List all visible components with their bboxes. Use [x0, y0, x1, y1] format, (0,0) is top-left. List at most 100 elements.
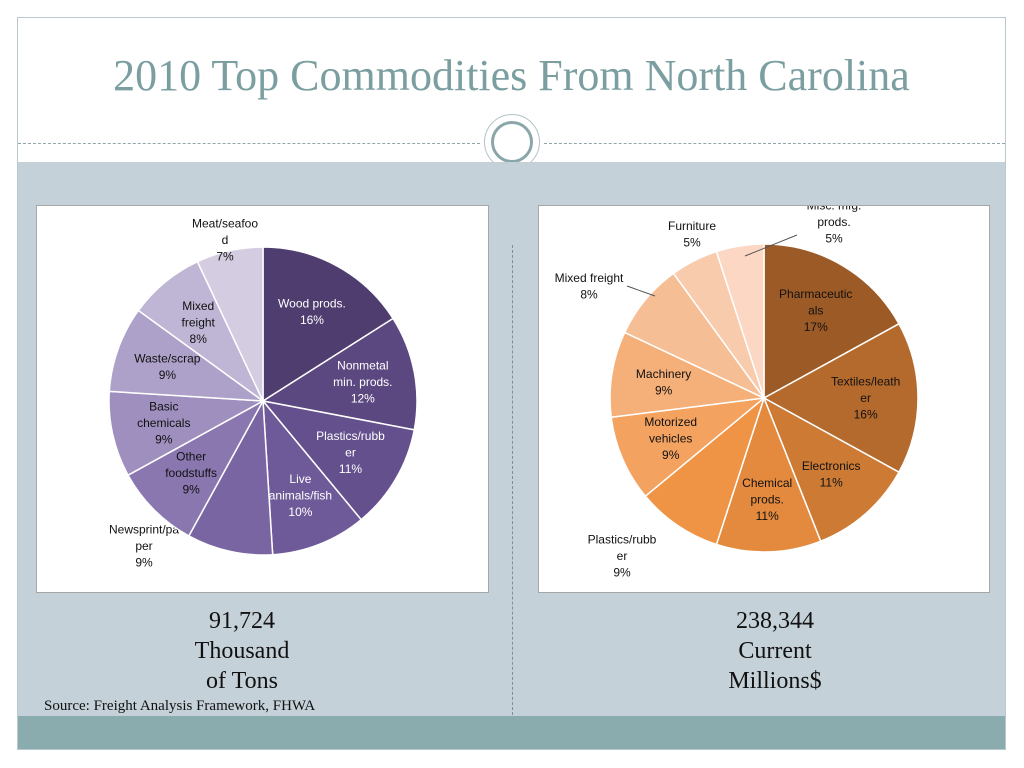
pie-label-line: Wood prods.	[278, 297, 346, 311]
pie-label-line: 5%	[683, 235, 701, 249]
tons-pie-chart-panel: Wood prods. 16% Nonmetal min. prods. 12% Plas…	[36, 205, 489, 593]
pie-label-line: Motorized	[644, 415, 697, 429]
title-rule-left	[18, 143, 480, 144]
value-pie-chart: Pharmaceutic als 17% Textiles/leath er 16% Ele…	[555, 206, 919, 580]
pie-label-8: Mixed freight 8%	[182, 299, 216, 346]
pie-label-line: Misc. mfg.	[807, 206, 862, 213]
pie-label-0: Pharmaceutic als 17%	[779, 287, 852, 334]
pie-slice-6	[108, 390, 266, 477]
pie-label-line: Plastics/rubb	[316, 429, 385, 443]
source-note: Source: Freight Analysis Framework, FHWA	[44, 698, 316, 714]
pie-label-line: 7%	[216, 250, 234, 264]
pie-label-2: Electronics 11%	[802, 459, 861, 490]
pie-label-0: Wood prods. 16%	[278, 297, 346, 328]
pie-slice-1	[762, 322, 919, 474]
circle-ornament-icon	[484, 114, 540, 170]
pie-slice-0	[262, 246, 395, 403]
pie-label-line: prods.	[817, 215, 850, 229]
title-rule-right	[544, 143, 1005, 144]
tons-total-value: 91,724	[209, 608, 275, 634]
pie-label-line: er	[860, 391, 871, 405]
column-divider	[512, 245, 513, 715]
pie-label-line: min. prods.	[333, 375, 392, 389]
pie-label-line: 11%	[820, 475, 843, 489]
pie-label-8: Furniture 5%	[668, 219, 716, 250]
value-total-unit-line2: Millions$	[728, 668, 822, 694]
pie-slice-9	[715, 243, 765, 399]
pie-label-line: Meat/seafoo	[192, 217, 258, 231]
tons-total: 91,724 Thousand of Tons	[142, 606, 342, 696]
pie-label-4: Plastics/rubb er 9%	[588, 533, 657, 580]
pie-label-6: Basic chemicals 9%	[137, 400, 190, 447]
value-total-unit-line1: Current	[738, 638, 812, 664]
pie-label-line: 9%	[655, 383, 673, 397]
pie-label-line: 9%	[182, 482, 200, 496]
pie-label-line: d	[222, 233, 229, 247]
pie-label-line: er	[617, 549, 628, 563]
pie-label-line: 9%	[159, 368, 177, 382]
pie-label-line: Live	[289, 472, 311, 486]
pie-label-line: Basic	[149, 400, 178, 414]
pie-slice-5	[610, 396, 767, 498]
pie-label-line: 9%	[155, 433, 173, 447]
pie-label-line: Furniture	[668, 219, 716, 233]
pie-label-line: foodstuffs	[165, 466, 217, 480]
pie-label-line: Other	[176, 449, 206, 463]
pie-slice-4	[187, 398, 274, 556]
pie-label-line: animals/fish	[269, 489, 332, 503]
pie-label-line: 16%	[854, 408, 878, 422]
pie-label-5: Motorized vehicles 9%	[644, 415, 697, 462]
pie-label-line: 11%	[756, 509, 779, 523]
pie-label-line: Chemical	[742, 476, 792, 490]
footer-band	[18, 716, 1005, 749]
pie-label-7: Mixed freight 8%	[555, 271, 624, 302]
pie-slice-3	[715, 395, 822, 553]
pie-label-line: freight	[182, 316, 216, 330]
pie-label-line: 9%	[135, 556, 153, 570]
pie-label-1: Textiles/leath er 16%	[831, 375, 900, 422]
pie-label-line: Electronics	[802, 459, 861, 473]
pie-label-line: Pharmaceutic	[779, 287, 852, 301]
pie-label-1: Nonmetal min. prods. 12%	[333, 358, 392, 405]
pie-slice-1	[260, 317, 418, 431]
pie-label-line: per	[135, 539, 152, 553]
pie-label-line: 8%	[580, 287, 598, 301]
pie-slice-5	[127, 399, 265, 537]
pie-slice-0	[763, 243, 900, 400]
pie-label-line: Mixed	[182, 299, 214, 313]
tons-pie-chart: Wood prods. 16% Nonmetal min. prods. 12% Plas…	[108, 217, 418, 570]
value-pie-chart-panel: Pharmaceutic als 17% Textiles/leath er 16% Ele…	[538, 205, 990, 593]
pie-label-4: Newsprint/pa per 9%	[109, 523, 179, 570]
pie-label-line: 12%	[351, 391, 375, 405]
pie-label-3: Live animals/fish 10%	[269, 472, 332, 519]
pie-label-2: Plastics/rubb er 11%	[316, 429, 385, 476]
pie-slice-2	[762, 396, 900, 543]
pie-label-line: er	[345, 446, 356, 460]
pie-slice-3	[262, 398, 363, 556]
pie-label-line: Plastics/rubb	[588, 533, 657, 547]
pie-label-line: Machinery	[636, 367, 691, 381]
pie-label-line: Newsprint/pa	[109, 523, 179, 537]
pie-leader-line-7	[626, 285, 656, 297]
pie-label-line: vehicles	[649, 431, 692, 445]
pie-slice-2	[261, 399, 416, 521]
pie-slice-4	[644, 395, 766, 546]
pie-label-line: 11%	[339, 462, 362, 476]
tons-total-unit-line1: Thousand	[194, 638, 290, 664]
pie-slice-7	[108, 309, 266, 402]
tons-total-unit-line2: of Tons	[206, 668, 278, 694]
pie-label-3: Chemical prods. 11%	[742, 476, 792, 523]
pie-label-7: Waste/scrap 9%	[134, 351, 201, 382]
pie-label-6: Machinery 9%	[636, 367, 691, 398]
pie-label-line: 17%	[804, 320, 828, 334]
pie-label-line: 8%	[190, 332, 208, 346]
value-total-value: 238,344	[736, 608, 814, 634]
pie-label-line: 9%	[613, 566, 631, 580]
pie-label-line: prods.	[751, 493, 784, 507]
slide-title: 2010 Top Commodities From North Carolina	[113, 51, 910, 100]
pie-label-line: 10%	[288, 505, 312, 519]
pie-label-line: 9%	[662, 448, 680, 462]
pie-label-line: als	[808, 304, 823, 318]
pie-label-line: 5%	[825, 232, 843, 246]
pie-label-line: 16%	[300, 313, 324, 327]
